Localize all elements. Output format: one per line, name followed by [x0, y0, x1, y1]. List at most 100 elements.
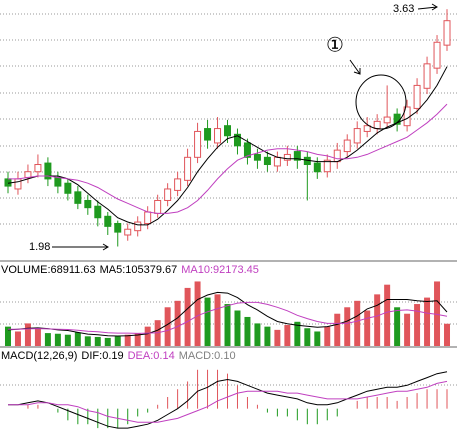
panel-legend: VOLUME:68911.63 MA5:105379.67 MA10:92173.4…: [1, 264, 259, 276]
volume-bar: [314, 331, 321, 346]
volume-bar: [304, 328, 311, 346]
volume-bar: [254, 323, 261, 346]
volume-bar: [4, 326, 11, 346]
ma-line: [7, 291, 448, 337]
volume-bar: [394, 307, 401, 346]
candle-body: [214, 128, 222, 144]
volume-bar: [174, 300, 181, 346]
volume-bar: [14, 331, 21, 346]
candle-body: [363, 125, 371, 132]
candle-body: [114, 222, 122, 233]
candle-body: [14, 178, 22, 190]
volume-bar: [224, 304, 231, 346]
volume-bar: [64, 334, 71, 346]
volume-bar: [244, 316, 251, 346]
volume-bar: [134, 333, 141, 346]
volume-bar: [364, 310, 371, 346]
low-label: 1.98: [29, 241, 50, 253]
annotations: 3.63 1.98 ①: [29, 3, 438, 253]
candle-body: [263, 156, 271, 166]
candle-body: [273, 156, 281, 167]
candle-body: [194, 130, 202, 158]
highlight-circle: [355, 74, 407, 130]
ma-line: [8, 380, 448, 423]
volume-bar: [74, 332, 81, 346]
volume-bar: [104, 337, 111, 346]
candle-body: [224, 125, 231, 137]
volume-bar: [164, 307, 171, 346]
volume-bar: [234, 310, 241, 346]
candle-body: [293, 151, 301, 161]
candle-body: [34, 164, 42, 173]
volume-bar: [284, 325, 291, 346]
volume-bar: [204, 297, 211, 346]
arrow: [52, 243, 109, 251]
legend-item: VOLUME:68911.63: [1, 264, 96, 276]
volume-bar: [384, 284, 391, 346]
candle-body: [373, 120, 381, 130]
candle-body: [164, 188, 172, 201]
panel-legend: MACD(12,26,9) DIF:0.19 DEA:0.14 MACD:0.10: [1, 350, 236, 362]
candle-body: [24, 171, 32, 178]
volume-bar: [424, 297, 431, 346]
volume-bar: [24, 323, 31, 346]
volume-bar: [334, 313, 341, 346]
candle-body: [174, 178, 182, 191]
volume-bar: [344, 307, 351, 346]
candle-body: [243, 142, 251, 158]
legend-item: MA5:105379.67: [100, 264, 178, 276]
candle-body: [84, 199, 92, 209]
volume-bar: [404, 313, 411, 346]
volume-bar: [44, 333, 51, 346]
legend-item: DIF:0.19: [81, 350, 123, 362]
candle-body: [124, 228, 132, 236]
volume-bar: [264, 326, 271, 346]
volume-bar: [54, 333, 61, 346]
candle-body: [323, 159, 331, 173]
candle-body: [423, 63, 431, 89]
marker-label: ①: [326, 34, 344, 56]
candle-body: [353, 128, 361, 144]
ma-line: [8, 371, 448, 429]
candle-body: [433, 41, 441, 69]
volume-bar: [294, 321, 301, 346]
candle-body: [313, 162, 321, 173]
candle-body: [54, 176, 62, 187]
candle-body: [64, 182, 72, 194]
arrow: [349, 59, 361, 75]
candle-body: [144, 211, 152, 224]
volume-bar: [354, 300, 361, 346]
candle-body: [104, 215, 112, 227]
candle-body: [333, 149, 341, 163]
candle-body: [184, 156, 192, 181]
legend-item: MACD:0.10: [179, 350, 236, 362]
legend-item: MACD(12,26,9): [1, 350, 77, 362]
volume-bar: [444, 323, 451, 346]
legend-item: MA10:92173.45: [181, 264, 259, 276]
candle-body: [413, 84, 421, 109]
ma-line: [7, 66, 448, 226]
candle-body: [233, 133, 241, 147]
volume-bar: [194, 281, 201, 346]
candle-body: [94, 205, 102, 219]
volume-bar: [434, 281, 441, 346]
volume-bar: [274, 329, 281, 346]
candle-body: [44, 162, 52, 180]
volume-bar: [144, 326, 151, 346]
candle-body: [283, 153, 291, 161]
candle-body: [74, 191, 82, 204]
volume-bar: [324, 326, 331, 346]
candle-body: [154, 199, 162, 214]
volume-bar: [84, 336, 91, 346]
volume-bar: [34, 328, 41, 346]
volume-bar: [124, 334, 131, 346]
volume-bar: [184, 287, 191, 346]
volume-bar: [374, 294, 381, 346]
ma-line: [8, 103, 448, 214]
volume-bar: [94, 336, 101, 346]
high-label: 3.63: [393, 3, 414, 15]
candle-body: [383, 116, 391, 124]
volume-bar: [114, 336, 121, 346]
candle-body: [443, 20, 451, 46]
